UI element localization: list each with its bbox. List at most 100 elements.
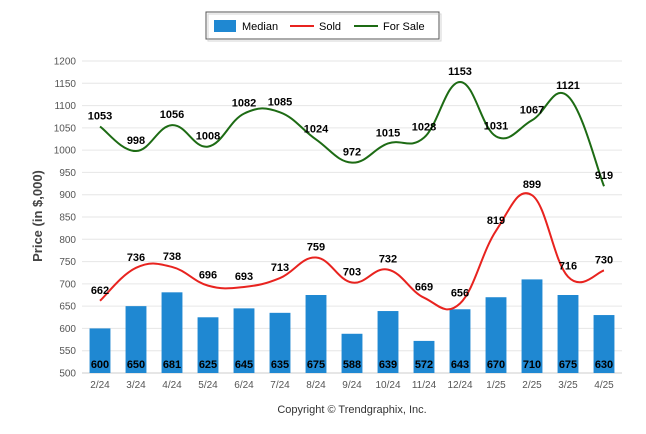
x-tick-label: 1/25	[486, 380, 506, 391]
x-tick-label: 8/24	[306, 380, 326, 391]
median-bar-label: 600	[91, 359, 109, 371]
for-sale-point-label: 1031	[484, 120, 508, 132]
median-bar	[377, 311, 399, 373]
x-tick-label: 4/25	[594, 380, 614, 391]
data-labels: 600 650 681 625 645 635 675 588 639 572 643 670 710 6…	[88, 66, 613, 371]
median-bar	[233, 308, 255, 373]
median-bar	[197, 317, 219, 373]
sold-point-label: 662	[91, 285, 109, 297]
y-tick-label: 700	[59, 279, 76, 290]
for-sale-point-label: 1015	[376, 127, 400, 139]
median-bar	[341, 333, 363, 373]
for-sale-point-label: 1053	[88, 111, 112, 123]
copyright-footer: Copyright © Trendgraphix, Inc.	[277, 404, 426, 416]
legend-median-swatch	[214, 20, 236, 32]
x-tick-label: 7/24	[270, 380, 290, 391]
median-bar-label: 635	[271, 359, 289, 371]
median-bar	[161, 292, 183, 373]
x-tick-label: 4/24	[162, 380, 182, 391]
median-bar	[89, 328, 111, 373]
x-tick-label: 11/24	[412, 380, 437, 391]
median-bar	[449, 309, 471, 373]
sold-point-label: 716	[559, 261, 577, 273]
for-sale-point-label: 1082	[232, 98, 256, 110]
median-bar	[269, 312, 291, 373]
x-axis-ticks: 2/24 3/24 4/24 5/24 6/24 7/24 8/24 9/24 10/24 11/…	[90, 380, 614, 391]
median-bar	[125, 306, 147, 373]
legend-sold-label: Sold	[319, 21, 341, 33]
y-tick-label: 600	[59, 324, 76, 335]
for-sale-line	[99, 80, 605, 187]
x-tick-label: 12/24	[447, 380, 472, 391]
median-bar	[305, 295, 327, 373]
sold-point-label: 669	[415, 282, 433, 294]
x-tick-label: 9/24	[342, 380, 362, 391]
y-tick-label: 850	[59, 213, 76, 224]
median-bar-label: 630	[595, 359, 613, 371]
for-sale-point-label: 972	[343, 147, 361, 159]
series-lines	[99, 80, 605, 311]
sold-point-label: 899	[523, 179, 541, 191]
for-sale-point-label: 998	[127, 135, 145, 147]
y-tick-label: 500	[59, 369, 76, 380]
median-bar-label: 572	[415, 359, 433, 371]
y-tick-label: 950	[59, 168, 76, 179]
y-axis-title: Price (in $,000)	[30, 170, 45, 262]
sold-point-label: 732	[379, 254, 397, 266]
sold-point-label: 703	[343, 267, 361, 279]
x-tick-label: 5/24	[198, 380, 218, 391]
y-tick-label: 750	[59, 257, 76, 268]
sold-point-label: 738	[163, 251, 181, 263]
legend: Median Sold For Sale	[205, 11, 442, 42]
median-bar-label: 681	[163, 359, 181, 371]
median-bar	[593, 315, 615, 373]
x-tick-label: 3/25	[558, 380, 578, 391]
for-sale-point-label: 1067	[520, 104, 544, 116]
sold-point-label: 736	[127, 252, 145, 264]
for-sale-point-label: 1008	[196, 131, 220, 143]
legend-median-label: Median	[242, 21, 278, 33]
sold-point-label: 713	[271, 262, 289, 274]
sold-point-label: 693	[235, 271, 253, 283]
median-bar-label: 645	[235, 359, 253, 371]
x-tick-label: 10/24	[375, 380, 400, 391]
x-tick-label: 6/24	[234, 380, 254, 391]
y-tick-label: 1100	[54, 101, 76, 112]
x-tick-label: 3/24	[126, 380, 146, 391]
sold-point-label: 656	[451, 287, 469, 299]
median-bar-label: 710	[523, 359, 541, 371]
y-tick-label: 800	[59, 235, 76, 246]
median-bar-label: 639	[379, 359, 397, 371]
x-tick-label: 2/24	[90, 380, 110, 391]
for-sale-point-label: 1121	[556, 80, 580, 92]
median-bar-label: 625	[199, 359, 217, 371]
y-tick-label: 1050	[54, 123, 77, 134]
sold-point-label: 759	[307, 242, 325, 254]
sold-point-label: 696	[199, 270, 217, 282]
median-bar-label: 650	[127, 359, 145, 371]
for-sale-point-label: 1024	[304, 123, 329, 135]
sold-point-label: 730	[595, 254, 613, 266]
y-tick-label: 1150	[54, 79, 76, 90]
median-bar	[413, 340, 435, 373]
x-tick-label: 2/25	[522, 380, 542, 391]
for-sale-point-label: 1085	[268, 96, 292, 108]
for-sale-point-label: 1153	[448, 66, 472, 78]
sold-line	[99, 192, 605, 311]
median-bar-label: 675	[307, 359, 325, 371]
for-sale-point-label: 1028	[412, 122, 436, 134]
sold-point-label: 819	[487, 215, 505, 227]
y-tick-label: 650	[59, 302, 76, 313]
for-sale-point-label: 1056	[160, 109, 184, 121]
y-tick-label: 1000	[54, 146, 77, 157]
median-bar-label: 588	[343, 359, 361, 371]
y-axis-ticks: 500 550 600 650 700 750 800 850 900 950 1000 1050 11…	[54, 57, 77, 380]
median-bar	[485, 297, 507, 373]
median-bar	[521, 279, 543, 373]
y-tick-label: 900	[59, 190, 76, 201]
median-bar-label: 643	[451, 359, 469, 371]
y-tick-label: 550	[59, 346, 76, 357]
median-bar-label: 670	[487, 359, 505, 371]
median-bars	[89, 279, 615, 373]
